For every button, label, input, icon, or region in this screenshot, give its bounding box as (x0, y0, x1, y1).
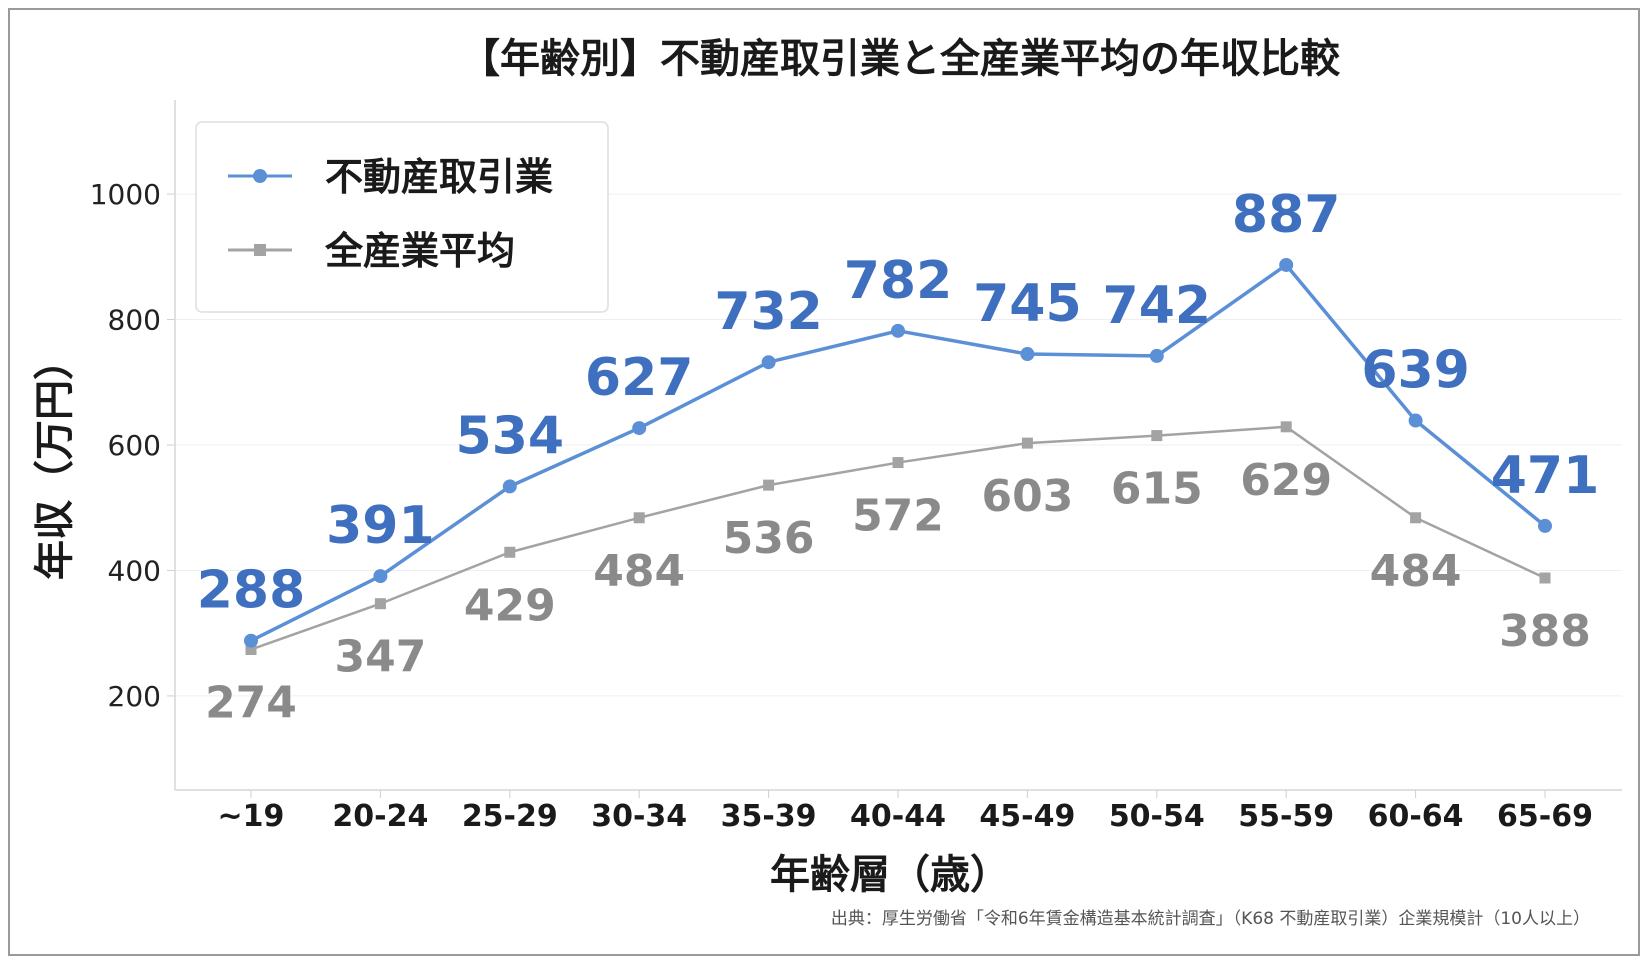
data-label-series-1: 732 (714, 282, 823, 342)
data-label-series-1: 627 (585, 348, 694, 408)
x-tick-label: 45-49 (979, 799, 1075, 834)
data-label-series-1: 745 (973, 274, 1082, 334)
legend-marker-series-1 (253, 169, 267, 183)
x-tick-label: 60-64 (1368, 799, 1464, 834)
x-tick-label: 25-29 (462, 799, 558, 834)
series-1-point (761, 355, 776, 370)
y-tick-labels: 200 400 600 800 1000 (90, 178, 161, 713)
series-2-point (1021, 437, 1033, 449)
y-tick-label: 800 (108, 304, 161, 337)
series-1-point (632, 421, 647, 436)
data-label-series-1: 288 (197, 561, 306, 621)
data-labels: 274 347 429 484 536 572 603 615 629 484 388 288 391 5… (197, 185, 1600, 729)
x-tick-label: 20-24 (332, 799, 428, 834)
series-2-point (633, 512, 645, 524)
x-tick-label: 55-59 (1238, 799, 1334, 834)
series-1-point (1020, 347, 1035, 362)
data-label-series-2: 484 (1370, 546, 1462, 597)
series-2-point (892, 457, 904, 469)
legend: 不動産取引業 全産業平均 (195, 121, 609, 313)
series-1-point (1408, 413, 1423, 428)
series-2-point (1280, 421, 1292, 433)
x-tick-labels: ~19 20-24 25-29 30-34 35-39 40-44 45-49 50-54 55… (218, 790, 1593, 834)
chart-title: 【年齢別】不動産取引業と全産業平均の年収比較 (460, 36, 1341, 82)
data-label-series-1: 471 (1491, 446, 1600, 506)
x-tick-label: ~19 (218, 799, 285, 834)
data-label-series-2: 603 (981, 471, 1073, 522)
series-2-point (1539, 572, 1551, 584)
data-label-series-1: 887 (1232, 185, 1341, 245)
data-label-series-2: 388 (1499, 606, 1591, 657)
data-label-series-2: 484 (593, 546, 685, 597)
series-1-point (1279, 257, 1294, 272)
x-tick-label: 35-39 (721, 799, 817, 834)
data-label-series-2: 615 (1111, 464, 1203, 515)
series-1-point (502, 479, 517, 494)
data-label-series-1: 782 (844, 251, 953, 311)
series-2-point (1151, 430, 1163, 442)
data-label-series-2: 347 (334, 632, 426, 683)
data-label-series-2: 536 (723, 513, 815, 564)
data-label-series-1: 391 (326, 496, 435, 556)
data-label-series-2: 429 (464, 580, 556, 631)
legend-label-series-1: 不動産取引業 (325, 155, 553, 199)
series-1-point (1149, 348, 1164, 363)
y-tick-label: 600 (108, 429, 161, 462)
x-tick-label: 65-69 (1497, 799, 1593, 834)
x-axis-label: 年齢層（歳） (770, 852, 1010, 898)
data-label-series-2: 274 (205, 677, 297, 728)
y-tick-label: 200 (108, 680, 161, 713)
series-1-point (1538, 518, 1552, 533)
legend-marker-series-2 (254, 244, 266, 256)
data-label-series-2: 572 (852, 491, 944, 542)
series-2-point (763, 479, 775, 491)
y-tick-label: 1000 (90, 178, 161, 211)
legend-label-series-2: 全産業平均 (324, 229, 515, 273)
legend-box (195, 121, 609, 313)
data-label-series-1: 534 (456, 406, 565, 466)
y-tick-label: 400 (108, 554, 161, 587)
x-tick-label: 40-44 (850, 799, 946, 834)
source-note: 出典：厚生労働省「令和6年賃金構造基本統計調査」（K68 不動産取引業）企業規模… (831, 909, 1590, 929)
series-1-point (244, 633, 258, 648)
series-2-point (374, 598, 386, 610)
series-markers (244, 257, 1552, 655)
series-1-point (891, 323, 905, 338)
series-2-point (504, 546, 516, 558)
y-axis-label: 年収（万円） (32, 340, 78, 580)
series-1-point (373, 569, 388, 584)
x-tick-label: 30-34 (591, 799, 687, 834)
series-line-1 (250, 263, 1547, 643)
series-2-point (245, 643, 257, 655)
data-label-series-2: 629 (1240, 455, 1332, 506)
data-label-series-1: 742 (1103, 276, 1212, 336)
data-label-series-1: 639 (1361, 341, 1470, 401)
series-2-point (1410, 512, 1422, 524)
x-tick-label: 50-54 (1109, 799, 1205, 834)
